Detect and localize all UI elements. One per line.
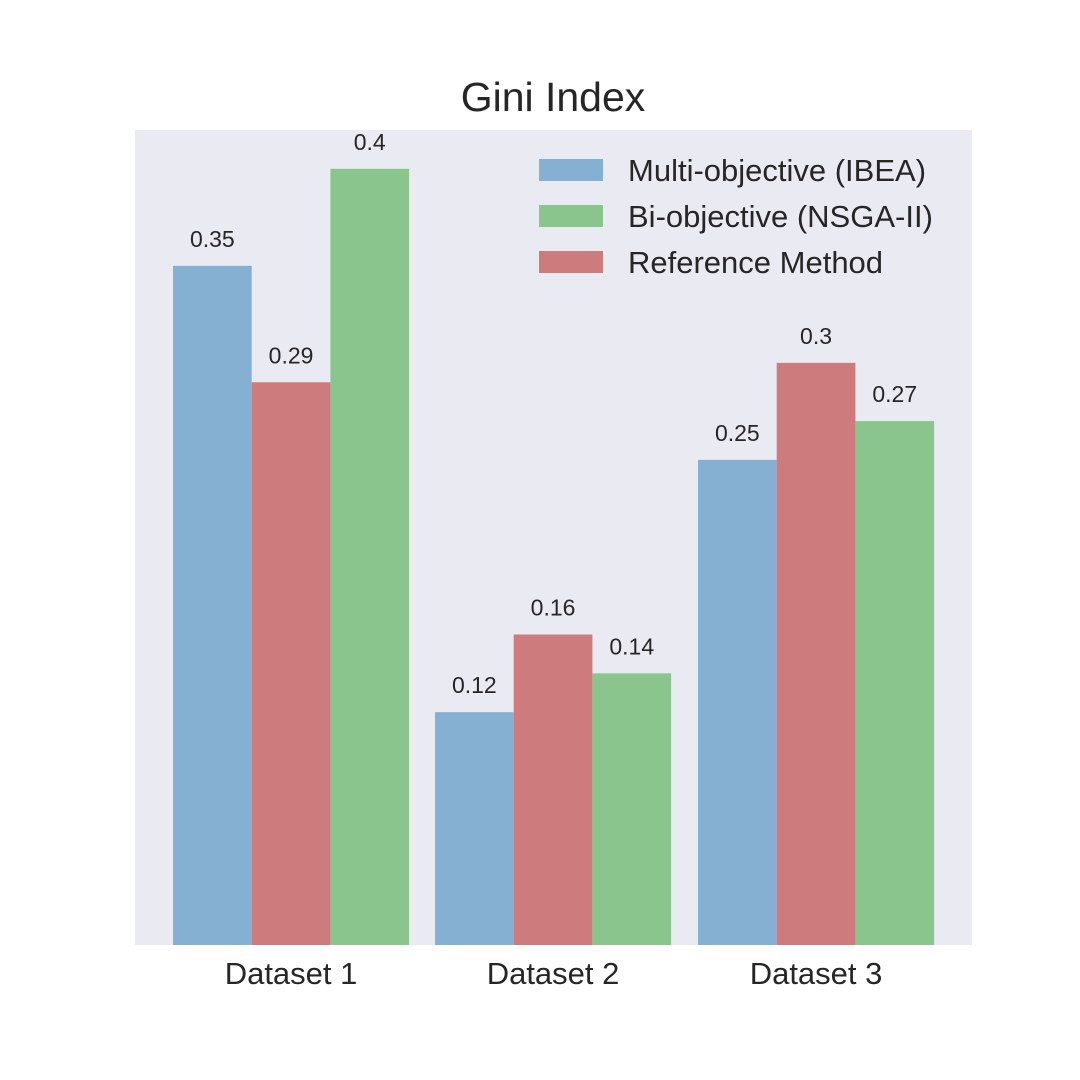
data-label: 0.3 (800, 323, 832, 349)
legend-swatch (539, 205, 603, 227)
data-label: 0.14 (609, 633, 654, 659)
bar-3-series-1 (698, 459, 777, 945)
legend-label: Reference Method (628, 245, 883, 280)
data-label: 0.27 (872, 381, 917, 407)
data-label: 0.29 (269, 342, 314, 368)
data-labels-layer: 0.35 0.29 0.4 0.12 0.16 0.14 0.25 0.3 0.27 (190, 129, 917, 698)
data-label: 0.4 (354, 129, 386, 155)
bar-2-series-1 (435, 712, 514, 945)
x-tick-label: Dataset 1 (225, 956, 358, 991)
x-tick-label: Dataset 2 (487, 956, 620, 991)
bar-3-series-3 (855, 421, 935, 946)
bar-1-series-1 (173, 265, 252, 945)
legend-label: Multi-objective (IBEA) (628, 153, 926, 188)
legend-swatch (539, 159, 603, 181)
bar-2-series-3 (592, 673, 672, 945)
data-label: 0.35 (190, 226, 235, 252)
legend: Multi-objective (IBEA) Bi-objective (NSGA… (539, 153, 933, 280)
x-tick-labels-layer: Dataset 1 Dataset 2 Dataset 3 (225, 956, 883, 991)
bar-3-series-2 (776, 362, 856, 945)
bar-1-series-3 (330, 168, 410, 946)
legend-swatch (539, 251, 603, 273)
data-label: 0.25 (715, 420, 760, 446)
legend-label: Bi-objective (NSGA-II) (628, 199, 933, 234)
bars-layer (173, 168, 935, 946)
x-tick-label: Dataset 3 (750, 956, 883, 991)
chart-title: Gini Index (461, 74, 646, 120)
bar-2-series-2 (513, 634, 593, 945)
data-label: 0.12 (452, 672, 497, 698)
bar-1-series-2 (251, 382, 331, 945)
data-label: 0.16 (531, 595, 576, 621)
